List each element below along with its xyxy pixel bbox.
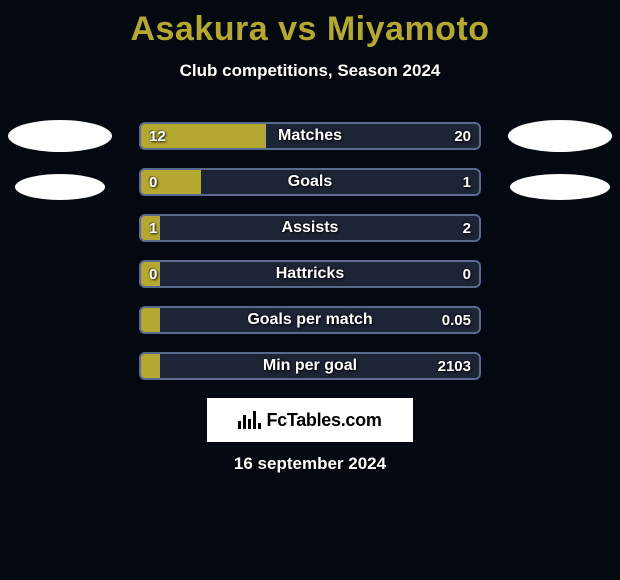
stat-right-value: 2 bbox=[463, 214, 471, 242]
avatar-placeholder bbox=[15, 174, 105, 200]
stat-label: Min per goal bbox=[139, 352, 481, 380]
stat-row: 0Hattricks0 bbox=[139, 260, 481, 288]
stat-row: 0Goals1 bbox=[139, 168, 481, 196]
bar-chart-icon bbox=[238, 411, 260, 429]
avatar-placeholder bbox=[510, 174, 610, 200]
stats-bars: 12Matches200Goals11Assists20Hattricks0Go… bbox=[139, 122, 481, 380]
stat-right-value: 20 bbox=[454, 122, 471, 150]
stat-row: Min per goal2103 bbox=[139, 352, 481, 380]
stat-right-value: 2103 bbox=[438, 352, 471, 380]
stat-right-value: 0.05 bbox=[442, 306, 471, 334]
avatar-placeholder bbox=[8, 120, 112, 152]
page-subtitle: Club competitions, Season 2024 bbox=[0, 61, 620, 81]
stat-label: Matches bbox=[139, 122, 481, 150]
left-player-avatars bbox=[0, 120, 120, 200]
stat-label: Assists bbox=[139, 214, 481, 242]
page-title: Asakura vs Miyamoto bbox=[0, 0, 620, 49]
stat-label: Goals bbox=[139, 168, 481, 196]
stat-row: 12Matches20 bbox=[139, 122, 481, 150]
stat-right-value: 1 bbox=[463, 168, 471, 196]
brand-box: FcTables.com bbox=[207, 398, 413, 442]
stat-row: 1Assists2 bbox=[139, 214, 481, 242]
right-player-avatars bbox=[500, 120, 620, 200]
brand-text: FcTables.com bbox=[266, 410, 381, 431]
stat-right-value: 0 bbox=[463, 260, 471, 288]
stat-label: Goals per match bbox=[139, 306, 481, 334]
stat-row: Goals per match0.05 bbox=[139, 306, 481, 334]
footer-date: 16 september 2024 bbox=[0, 454, 620, 474]
stat-label: Hattricks bbox=[139, 260, 481, 288]
avatar-placeholder bbox=[508, 120, 612, 152]
